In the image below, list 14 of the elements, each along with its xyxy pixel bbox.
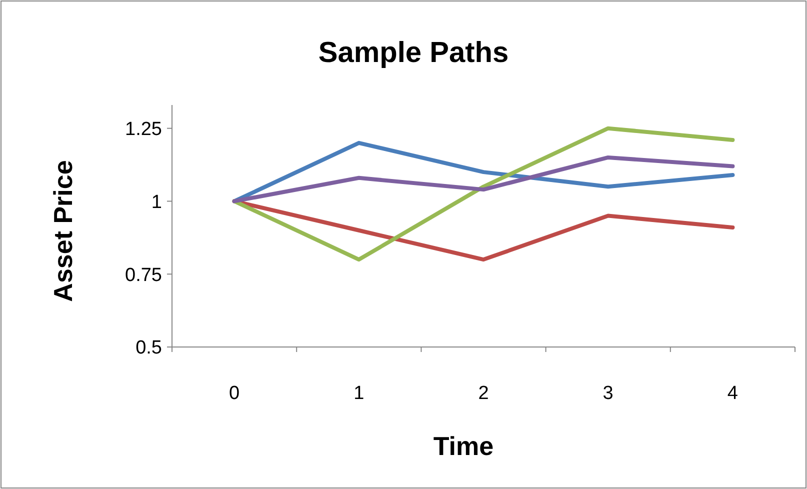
- x-tick-label: 3: [602, 383, 614, 404]
- x-tick-label: 0: [229, 383, 240, 404]
- line-series: [232, 126, 735, 262]
- chart-title: Sample Paths: [318, 37, 509, 69]
- x-tick-label: 2: [478, 383, 489, 404]
- y-tick-label: 0.5: [136, 338, 162, 359]
- y-tick-label: 1: [151, 192, 162, 213]
- line-series: [232, 155, 735, 204]
- x-tick-label: 4: [727, 383, 738, 404]
- y-tick-label: 1.25: [125, 118, 162, 140]
- y-axis-title: Asset Price: [48, 160, 78, 302]
- x-tick-label: 1: [354, 383, 364, 404]
- x-axis-title: Time: [433, 431, 494, 461]
- y-tick-label: 0.75: [125, 264, 162, 286]
